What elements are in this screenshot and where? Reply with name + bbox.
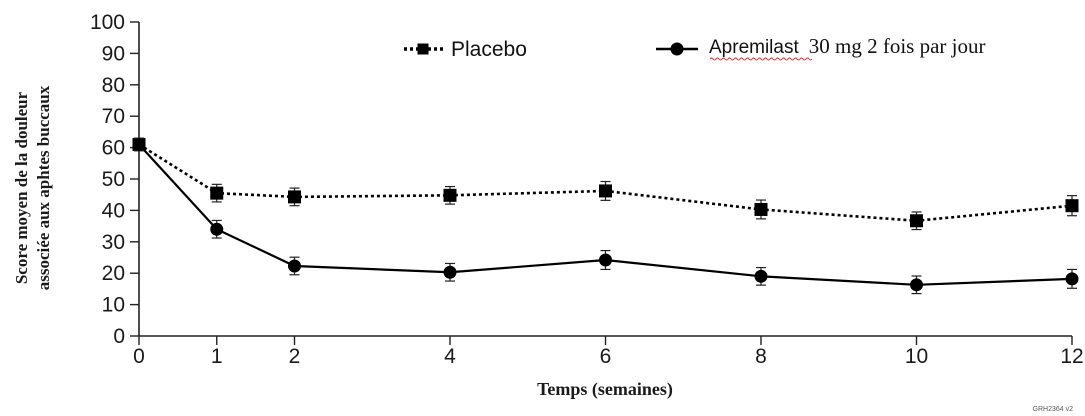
series-apremilast — [132, 137, 1079, 295]
x-tick-label: 6 — [600, 345, 612, 368]
legend: Placebo Apremilast 30 mg 2 fois par jour — [404, 34, 985, 61]
data-point-circle — [210, 222, 224, 236]
y-tick-label: 30 — [102, 231, 125, 254]
data-point-square — [443, 188, 457, 202]
x-tick-label: 12 — [1060, 345, 1083, 368]
y-tick-label: 80 — [102, 74, 125, 97]
y-axis: 0 10 20 30 40 50 60 70 80 90 100 — [90, 11, 140, 348]
y-axis-title-line-2: associée aux aphtes buccaux — [34, 85, 53, 290]
y-tick-label: 40 — [102, 199, 125, 222]
y-tick-label: 0 — [113, 325, 125, 348]
x-tick-label: 0 — [133, 345, 145, 368]
data-point-square — [599, 184, 612, 198]
x-tick-label: 1 — [211, 345, 223, 368]
series-placebo — [132, 137, 1079, 231]
legend-apremilast-marker — [670, 42, 684, 56]
y-tick-label: 10 — [102, 294, 125, 317]
data-point-circle — [1065, 272, 1079, 286]
data-point-square — [754, 202, 768, 216]
data-point-circle — [132, 137, 146, 151]
x-axis-title: Temps (semaines) — [537, 379, 673, 400]
y-tick-label: 20 — [102, 262, 125, 285]
y-tick-label: 100 — [90, 11, 125, 34]
data-point-square — [1065, 199, 1079, 213]
legend-apremilast-label: Apremilast 30 mg 2 fois par jour — [709, 34, 985, 58]
data-point-circle — [599, 253, 612, 267]
x-tick-label: 4 — [444, 345, 456, 368]
y-tick-label: 50 — [102, 168, 125, 191]
legend-placebo: Placebo — [404, 38, 527, 61]
y-tick-label: 70 — [102, 105, 125, 128]
y-axis-title-line-1: Score moyen de la douleur — [12, 91, 31, 284]
data-point-circle — [910, 278, 923, 292]
x-tick-label: 2 — [289, 345, 301, 368]
legend-apremilast-dose: 30 mg 2 fois par jour — [809, 34, 986, 58]
plot-area — [132, 137, 1079, 295]
data-point-square — [288, 190, 301, 204]
figure-code: GRH2364 v2 — [1033, 406, 1074, 413]
y-tick-label: 90 — [102, 42, 125, 65]
legend-placebo-label: Placebo — [451, 38, 527, 61]
data-point-square — [910, 214, 923, 228]
series-line — [138, 143, 1073, 286]
data-point-circle — [443, 265, 457, 279]
data-point-square — [210, 186, 224, 200]
legend-apremilast-word: Apremilast — [709, 37, 799, 58]
data-point-circle — [288, 259, 301, 273]
x-tick-label: 8 — [755, 345, 767, 368]
data-point-circle — [754, 269, 768, 283]
x-tick-label: 10 — [905, 345, 928, 368]
x-axis: 0 1 2 4 6 8 10 12 — [133, 335, 1084, 368]
legend-placebo-marker — [417, 43, 429, 55]
y-tick-label: 60 — [102, 137, 125, 160]
series-line — [138, 143, 1073, 223]
legend-spellcheck-underline — [709, 57, 813, 61]
legend-apremilast: Apremilast 30 mg 2 fois par jour — [656, 34, 985, 61]
